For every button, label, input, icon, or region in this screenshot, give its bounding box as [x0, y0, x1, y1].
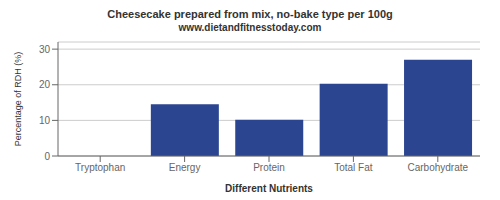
html-text:www.dietandfitnesstoday.com: www.dietandfitnesstoday.com [178, 22, 322, 33]
svg-text:Total Fat: Total Fat [334, 162, 373, 173]
svg-text:30: 30 [39, 44, 51, 55]
svg-text:20: 20 [39, 79, 51, 90]
svg-text:Protein: Protein [253, 162, 285, 173]
svg-text:Percentage of RDH (%): Percentage of RDH (%) [13, 52, 23, 147]
svg-text:Different Nutrients: Different Nutrients [225, 183, 313, 192]
svg-text:10: 10 [39, 115, 51, 126]
html-text:Cheesecake prepared from mix,: Cheesecake prepared from mix, no-bake ty… [107, 8, 393, 20]
svg-text:Carbohydrate: Carbohydrate [408, 162, 469, 173]
svg-text:0: 0 [44, 151, 50, 162]
svg-text:Energy: Energy [169, 162, 201, 173]
svg-text:Tryptophan: Tryptophan [75, 162, 125, 173]
